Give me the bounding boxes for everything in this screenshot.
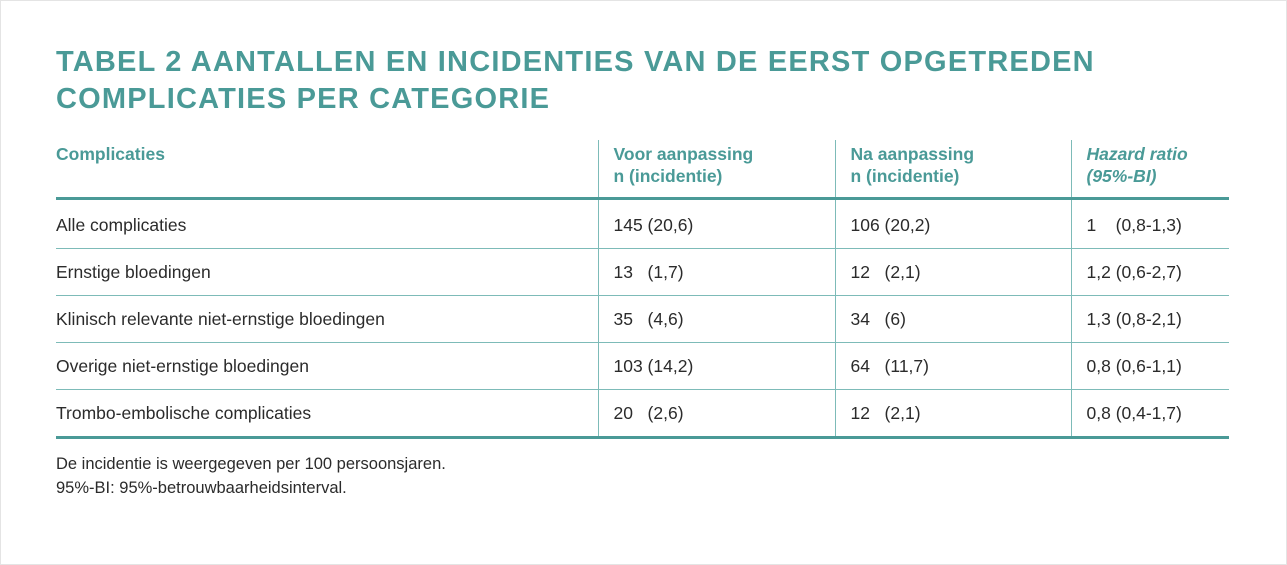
cell-hazard-ratio: 0,8 (0,4-1,7): [1070, 389, 1229, 439]
table-row: Trombo-embolische complicaties 20 (2,6) …: [56, 389, 1229, 439]
cell-voor: 13 (1,7): [597, 248, 835, 296]
table-row: Klinisch relevante niet-ernstige bloedin…: [56, 295, 1229, 343]
cell-na: 34 (6): [834, 295, 1071, 343]
cell-voor: 145 (20,6): [597, 198, 835, 249]
header-na-line-1: Na aanpassing: [850, 144, 975, 164]
cell-complication: Klinisch relevante niet-ernstige bloedin…: [56, 295, 598, 343]
header-voor-aanpassing: Voor aanpassing n (incidentie): [597, 140, 835, 200]
cell-na: 12 (2,1): [834, 248, 1071, 296]
footnote-incidence: De incidentie is weergegeven per 100 per…: [56, 455, 446, 473]
table-title: TABEL 2 AANTALLEN EN INCIDENTIES VAN DE …: [56, 44, 1236, 118]
table-title-line-1: TABEL 2 AANTALLEN EN INCIDENTIES VAN DE …: [56, 46, 1095, 78]
footnotes: De incidentie is weergegeven per 100 per…: [56, 452, 446, 500]
header-voor-line-2: n (incidentie): [613, 166, 723, 186]
header-complicaties-label: Complicaties: [56, 144, 165, 164]
header-complicaties: Complicaties: [56, 140, 598, 200]
footnote-ci-definition: 95%-BI: 95%-betrouwbaarheidsinterval.: [56, 479, 347, 497]
cell-hazard-ratio: 1 (0,8-1,3): [1070, 198, 1229, 249]
cell-hazard-ratio: 1,3 (0,8-2,1): [1070, 295, 1229, 343]
header-na-line-2: n (incidentie): [850, 166, 960, 186]
cell-complication: Alle complicaties: [56, 198, 598, 249]
header-na-aanpassing: Na aanpassing n (incidentie): [834, 140, 1071, 200]
table-title-line-2: COMPLICATIES PER CATEGORIE: [56, 83, 551, 115]
header-hr-line-2: (95%-BI): [1086, 166, 1157, 186]
cell-complication: Overige niet-ernstige bloedingen: [56, 342, 598, 390]
header-row: Complicaties Voor aanpassing n (incident…: [56, 140, 1229, 200]
cell-hazard-ratio: 0,8 (0,6-1,1): [1070, 342, 1229, 390]
cell-voor: 35 (4,6): [597, 295, 835, 343]
cell-na: 12 (2,1): [834, 389, 1071, 439]
cell-na: 106 (20,2): [834, 198, 1071, 249]
header-hr-line-1: Hazard ratio: [1086, 144, 1188, 164]
cell-na: 64 (11,7): [834, 342, 1071, 390]
cell-complication: Trombo-embolische complicaties: [56, 389, 598, 439]
cell-hazard-ratio: 1,2 (0,6-2,7): [1070, 248, 1229, 296]
header-voor-line-1: Voor aanpassing: [613, 144, 754, 164]
cell-voor: 103 (14,2): [597, 342, 835, 390]
complications-table: Complicaties Voor aanpassing n (incident…: [56, 140, 1229, 439]
table-row: Alle complicaties 145 (20,6) 106 (20,2) …: [56, 198, 1229, 249]
cell-voor: 20 (2,6): [597, 389, 835, 439]
cell-complication: Ernstige bloedingen: [56, 248, 598, 296]
table-row: Ernstige bloedingen 13 (1,7) 12 (2,1) 1,…: [56, 248, 1229, 296]
header-hazard-ratio: Hazard ratio (95%-BI): [1070, 140, 1229, 200]
table-row: Overige niet-ernstige bloedingen 103 (14…: [56, 342, 1229, 390]
